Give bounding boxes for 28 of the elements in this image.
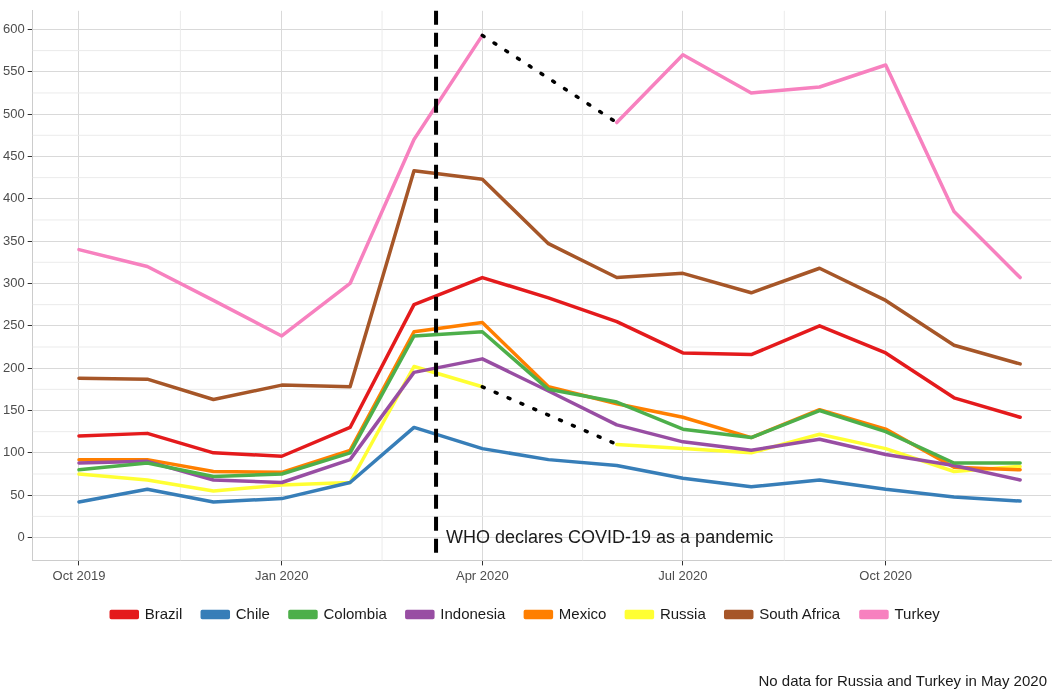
x-tick-label: Oct 2020 (859, 567, 913, 583)
legend-label: Indonesia (440, 604, 507, 622)
y-tick-label: 300 (2, 275, 25, 291)
y-tick-label: 550 (2, 63, 25, 79)
x-tick-label: Jul 2020 (658, 567, 708, 583)
y-tick-label: 400 (2, 190, 25, 206)
legend-label: Colombia (323, 604, 388, 622)
y-tick-label: 0 (17, 529, 25, 545)
text: No data for Russia and Turkey in May 2020 (757, 672, 1048, 689)
legend-label: Turkey (894, 604, 941, 622)
x-tick-label: Oct 2019 (52, 567, 106, 583)
ref-line-label: WHO declares COVID-19 as a pandemic (446, 526, 774, 547)
y-tick-label: 250 (2, 317, 25, 333)
legend-label: Russia (659, 604, 707, 622)
legend-label: Mexico (558, 604, 607, 622)
x-tick-label: Jan 2020 (255, 567, 309, 583)
y-tick-label: 350 (2, 232, 25, 248)
y-tick-label: 50 (10, 486, 25, 502)
y-tick-label: 150 (2, 402, 25, 418)
legend-label: Chile (235, 604, 270, 622)
y-tick-label: 500 (2, 105, 25, 121)
y-tick-label: 450 (2, 148, 25, 164)
legend-label: Brazil (144, 604, 183, 622)
y-tick-label: 200 (2, 359, 25, 375)
y-tick-label: 600 (2, 21, 25, 37)
legend-label: South Africa (759, 604, 841, 622)
y-tick-label: 100 (2, 444, 25, 460)
x-tick-label: Apr 2020 (455, 567, 509, 583)
